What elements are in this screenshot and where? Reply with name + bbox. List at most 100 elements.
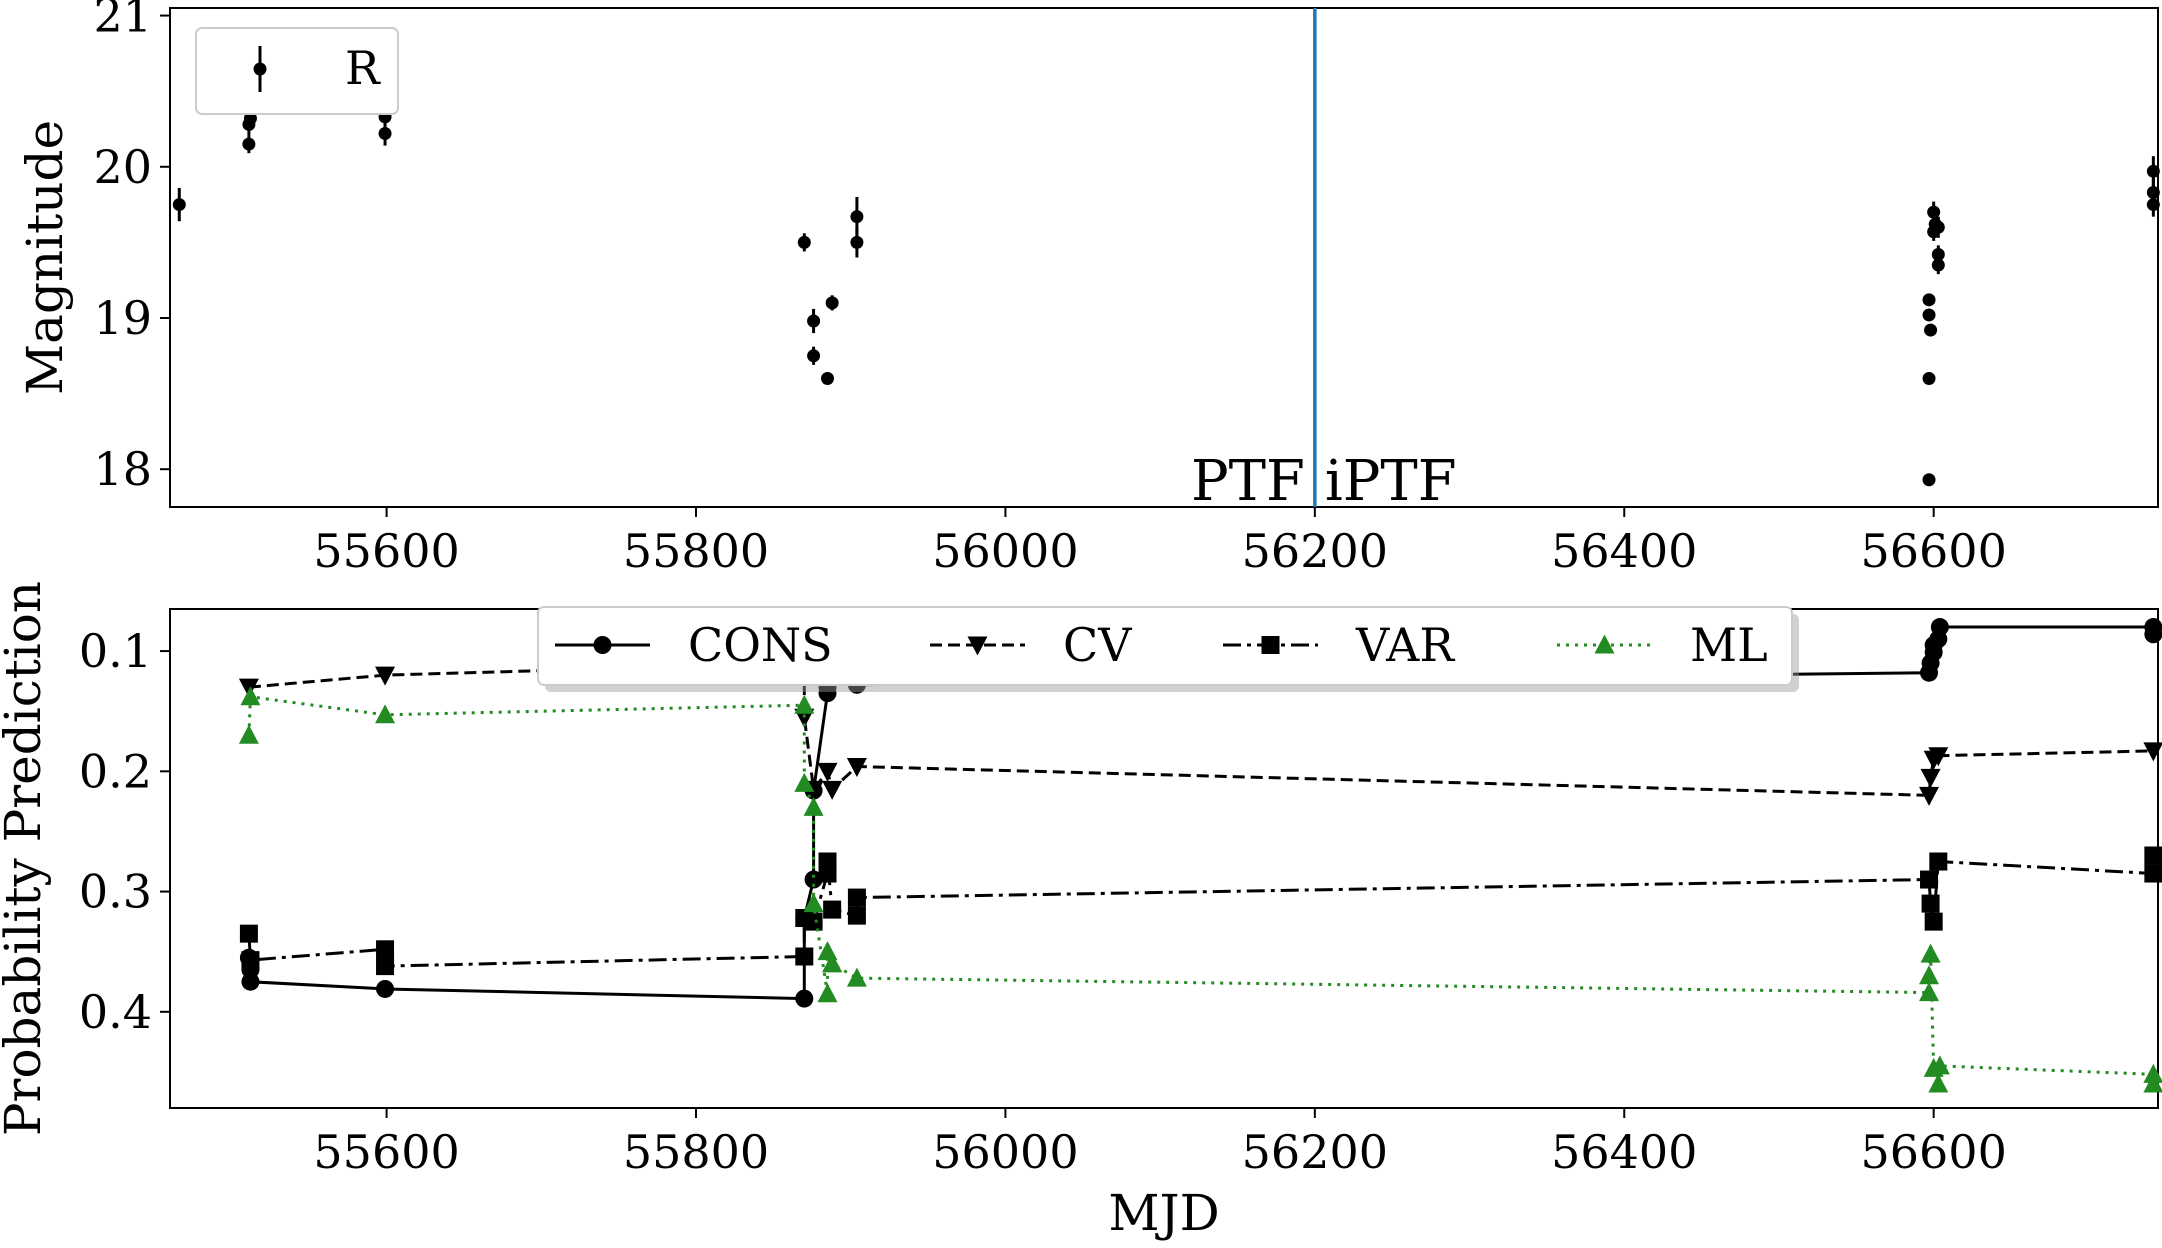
y-tick-label: 0.3 bbox=[79, 865, 152, 919]
data-point bbox=[795, 947, 814, 966]
data-point bbox=[1927, 205, 1941, 219]
x-axis-label: MJD bbox=[1108, 1184, 1219, 1242]
data-point bbox=[807, 349, 821, 363]
data-point bbox=[376, 940, 395, 959]
y-tick-label: 20 bbox=[93, 140, 152, 194]
data-point bbox=[822, 780, 843, 800]
data-point bbox=[846, 967, 867, 987]
data-point bbox=[1922, 473, 1936, 487]
x-tick-label: 55600 bbox=[313, 524, 459, 578]
legend: R bbox=[195, 27, 399, 115]
data-point bbox=[1922, 371, 1936, 385]
legend-label-r: R bbox=[345, 41, 381, 95]
data-point bbox=[1922, 308, 1936, 322]
data-point bbox=[847, 906, 866, 925]
data-point bbox=[794, 772, 815, 792]
y-tick-label: 0.1 bbox=[79, 624, 152, 678]
legend-marker-cv bbox=[967, 636, 988, 656]
data-point bbox=[817, 983, 838, 1003]
data-point bbox=[2143, 742, 2162, 762]
x-tick-label: 55600 bbox=[313, 1125, 459, 1179]
data-point bbox=[1928, 1073, 1949, 1093]
data-point bbox=[850, 210, 864, 224]
y-axis-label: Probability Prediction bbox=[0, 581, 52, 1136]
data-point bbox=[241, 972, 260, 991]
data-point bbox=[1931, 247, 1945, 261]
data-point bbox=[1931, 220, 1945, 234]
data-point bbox=[1929, 852, 1948, 871]
legend-label-var: VAR bbox=[1355, 618, 1455, 672]
data-point bbox=[795, 989, 814, 1008]
data-point bbox=[817, 762, 838, 782]
data-point bbox=[2144, 864, 2162, 883]
x-tick-label: 56400 bbox=[1551, 524, 1697, 578]
y-tick-label: 19 bbox=[93, 291, 152, 345]
data-point bbox=[818, 852, 837, 871]
data-point bbox=[172, 198, 186, 212]
data-point bbox=[375, 666, 396, 686]
data-point bbox=[1919, 965, 1940, 985]
data-point bbox=[238, 678, 259, 698]
x-tick-label: 56000 bbox=[932, 524, 1078, 578]
data-point bbox=[847, 888, 866, 907]
data-point bbox=[825, 296, 839, 310]
data-point bbox=[1921, 894, 1940, 913]
data-point bbox=[823, 900, 842, 919]
x-tick-label: 55800 bbox=[623, 524, 769, 578]
data-point bbox=[241, 951, 260, 970]
data-point bbox=[240, 686, 261, 706]
data-point bbox=[242, 137, 256, 151]
data-point bbox=[376, 957, 395, 976]
x-tick-label: 56000 bbox=[932, 1125, 1078, 1179]
data-point bbox=[1924, 323, 1938, 337]
data-point bbox=[1929, 1055, 1950, 1075]
legend-label-ml: ML bbox=[1690, 618, 1768, 672]
legend: CONS CV VAR ML bbox=[537, 606, 1799, 692]
data-point bbox=[850, 235, 864, 249]
legend-marker-ml bbox=[1594, 634, 1615, 654]
x-tick-label: 56600 bbox=[1861, 524, 2007, 578]
legend-label-cons: CONS bbox=[688, 618, 833, 672]
data-point bbox=[2146, 164, 2160, 178]
x-tick-label: 56600 bbox=[1861, 1125, 2007, 1179]
series-line bbox=[247, 855, 2155, 968]
series-ml bbox=[238, 686, 2162, 1093]
legend-label-cv: CV bbox=[1063, 618, 1132, 672]
data-point bbox=[2143, 1063, 2162, 1083]
data-point bbox=[376, 979, 395, 998]
data-point bbox=[807, 314, 821, 328]
series-line bbox=[247, 695, 2155, 1085]
y-axis-label: Magnitude bbox=[16, 120, 74, 395]
legend-box bbox=[537, 606, 1793, 686]
y-tick-label: 0.2 bbox=[79, 744, 152, 798]
data-point bbox=[821, 371, 835, 385]
plot-frame bbox=[169, 7, 2159, 508]
data-point bbox=[846, 758, 867, 778]
y-tick-label: 21 bbox=[93, 0, 152, 43]
data-point bbox=[804, 870, 823, 889]
iptf-annotation: iPTF bbox=[1325, 449, 1457, 514]
data-point bbox=[238, 724, 259, 744]
data-point bbox=[2144, 625, 2162, 644]
data-point bbox=[239, 924, 258, 943]
legend-marker-icon bbox=[253, 62, 267, 76]
x-tick-label: 55800 bbox=[623, 1125, 769, 1179]
data-point bbox=[803, 893, 824, 913]
data-point bbox=[2143, 1073, 2162, 1093]
legend-marker-cons bbox=[593, 636, 612, 654]
data-point bbox=[2146, 185, 2160, 199]
data-point bbox=[1931, 258, 1945, 272]
data-point bbox=[1928, 747, 1949, 767]
data-point bbox=[375, 704, 396, 724]
data-point bbox=[1924, 912, 1943, 931]
x-tick-label: 56200 bbox=[1242, 524, 1388, 578]
data-point bbox=[1919, 786, 1940, 806]
series-r bbox=[172, 30, 2160, 487]
data-point bbox=[1919, 982, 1940, 1002]
series-var bbox=[239, 846, 2162, 976]
data-point bbox=[804, 912, 823, 931]
y-tick-label: 18 bbox=[93, 442, 152, 496]
x-tick-label: 56400 bbox=[1551, 1125, 1697, 1179]
data-point bbox=[803, 796, 824, 816]
